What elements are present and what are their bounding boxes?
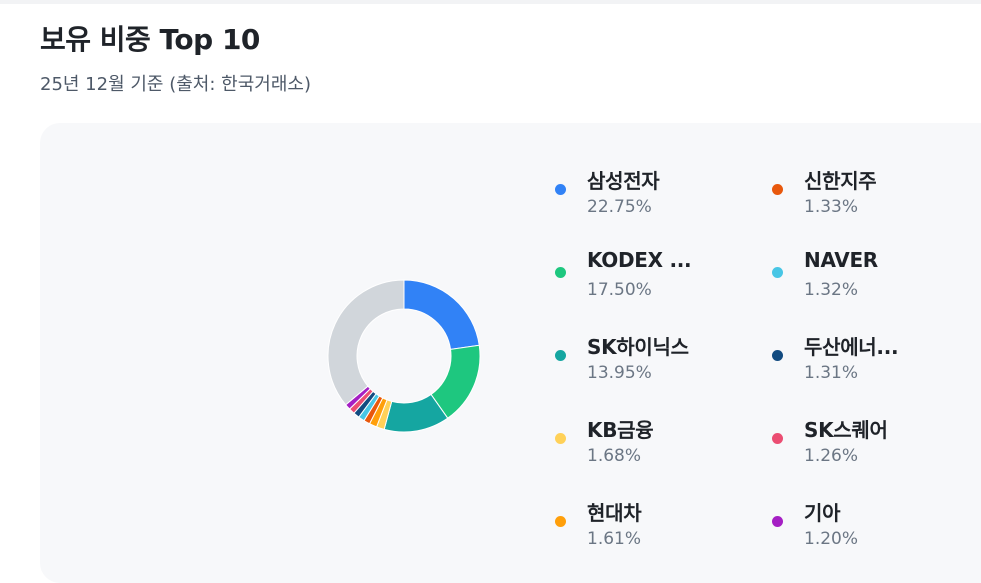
legend-dot xyxy=(555,433,566,444)
chart-card xyxy=(40,123,981,583)
legend-value: 1.33% xyxy=(804,197,859,217)
legend-dot xyxy=(555,267,566,278)
legend-value: 1.32% xyxy=(804,280,859,300)
legend-label: SK하이닉스 xyxy=(587,335,689,359)
top-divider xyxy=(0,0,981,4)
legend-value: 1.26% xyxy=(804,446,859,466)
legend-value: 1.31% xyxy=(804,363,859,383)
donut-slice-remainder xyxy=(327,279,405,406)
legend-label: NAVER xyxy=(804,248,878,272)
legend-dot xyxy=(555,350,566,361)
page-title: 보유 비중 Top 10 xyxy=(40,23,260,56)
legend-value: 1.20% xyxy=(804,529,859,549)
donut-chart xyxy=(327,279,481,433)
legend-label: 신한지주 xyxy=(804,169,877,193)
legend-label: 두산에너... xyxy=(804,335,899,359)
legend-label: KODEX ... xyxy=(587,248,692,272)
legend-value: 1.68% xyxy=(587,446,642,466)
legend-label: 삼성전자 xyxy=(587,169,660,193)
legend-value: 17.50% xyxy=(587,280,652,300)
legend-dot xyxy=(772,433,783,444)
legend-value: 1.61% xyxy=(587,529,642,549)
legend-dot xyxy=(772,516,783,527)
legend-dot xyxy=(772,267,783,278)
legend-label: 현대차 xyxy=(587,501,642,525)
legend-value: 22.75% xyxy=(587,197,652,217)
page-subtitle: 25년 12월 기준 (출처: 한국거래소) xyxy=(40,74,311,95)
legend-dot xyxy=(555,184,566,195)
legend-label: KB금융 xyxy=(587,418,654,442)
legend-dot xyxy=(772,350,783,361)
legend-dot xyxy=(555,516,566,527)
legend-dot xyxy=(772,184,783,195)
legend-value: 13.95% xyxy=(587,363,652,383)
donut-slice xyxy=(403,279,480,350)
legend-label: 기아 xyxy=(804,501,841,525)
legend-label: SK스퀘어 xyxy=(804,418,888,442)
